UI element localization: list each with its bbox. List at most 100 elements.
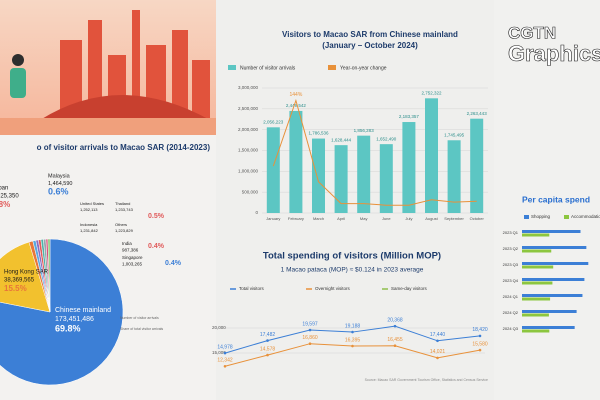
y-tick-label: 0 [255,210,258,215]
y-tick-label: 1,500,000 [238,148,259,153]
pie-value-label: 1,252,113 [80,207,98,212]
y-tick-label: 20,000 [212,325,226,330]
pie-slice [0,238,124,386]
chart-title: Per capita spend [522,194,590,204]
y-tick-label: 500,000 [242,189,259,194]
bar [357,135,371,213]
bar [522,313,549,317]
value-label: 16,455 [387,337,403,343]
pie-label: Thailand [115,201,130,206]
person-head [12,54,24,66]
bar-value-label: 1,652,490 [376,136,397,141]
legend-swatch [228,65,236,70]
chart-subtitle: 1 Macao pataca (MOP) ≈ $0.124 in 2023 av… [281,267,424,274]
pie-label: Malaysia [48,173,71,179]
pie-label: Singapore [122,255,143,260]
bar-value-label: 1,856,283 [354,128,375,133]
stadium [40,95,210,120]
y-tick-label: 2023 Q3 [503,262,519,267]
y-tick-label: 2024 Q3 [503,326,519,331]
bar [312,138,325,213]
value-label: 14,578 [260,346,276,352]
legend-label: Number of visitor arrivals [120,316,159,320]
bar-value-label: 2,752,322 [421,91,442,96]
x-tick-label: August [425,216,438,221]
bar-value-label: 1,745,495 [444,132,465,137]
bar [522,246,587,249]
value-label: 19,597 [302,321,318,327]
pie-value-label: 1,223,829 [115,228,134,233]
person-body [10,68,26,98]
bar [289,110,303,213]
pie-value-label: 1,233,743 [115,207,134,212]
x-tick-label: March [313,216,324,221]
line [272,98,477,206]
x-tick-label: January [266,216,280,221]
y-tick-label: 3,000,000 [238,85,259,90]
legend-label: Accommodation [571,214,600,219]
chart-subtitle: (January – October 2024) [322,41,418,50]
legend-label: Number of visitor arrivals [240,65,296,71]
pie-share-label: 0.8% [0,200,10,209]
pie-share-label: 0.6% [48,186,69,196]
bar [425,98,438,213]
y-tick-label: 2024 Q2 [503,310,519,315]
pie-share-label: 0.5% [148,213,165,220]
pie-share-label: 0.4% [148,243,165,250]
pie-label: Hong Kong SAR [4,270,49,276]
pie-value-label: 1,003,265 [122,262,143,267]
bar-value-label: 2,183,357 [399,114,420,119]
bar [447,140,461,213]
bar [522,329,550,333]
pie-share-label: 15.5% [4,284,27,293]
chart-title: Total spending of visitors (Million MOP) [263,251,441,262]
bar [334,145,348,213]
legend-label: Total visitors [239,286,265,291]
value-label: 20,368 [387,317,403,323]
line-value-label: 144% [290,92,303,98]
value-label: 16,395 [345,337,361,343]
line [224,343,481,367]
chart-title: Visitors to Macao SAR from Chinese mainl… [282,30,458,39]
value-label: 17,440 [430,332,446,338]
x-tick-label: February [288,216,304,221]
legend-label: Overnight visitors [315,286,351,291]
bar-value-label: 1,786,536 [308,131,329,136]
pie-value-label: 173,451,486 [55,316,94,323]
x-tick-label: April [337,216,345,221]
source-note: Source: Macao SAR Government Tourism Off… [365,378,488,382]
y-tick-label: 2023 Q2 [503,246,519,251]
value-label: 14,978 [217,344,233,350]
x-tick-label: September [444,216,464,221]
value-label: 14,021 [430,349,446,355]
bar [379,144,393,213]
value-label: 12,342 [217,358,233,364]
x-tick-label: July [405,216,412,221]
bar [522,278,585,281]
value-label: 18,420 [472,327,488,333]
logo: Graphics [508,41,600,66]
bar [522,265,554,269]
bar [522,310,577,313]
pie-share-label: 69.8% [55,323,81,333]
bar [522,249,552,253]
pie-label: Others [115,222,127,227]
pie-share-label: 0.4% [165,260,182,267]
bar [266,127,280,213]
pie-value-label: 1,464,590 [48,181,72,187]
legend-swatch [524,215,529,219]
bar [522,297,551,301]
bar [522,326,575,329]
bar [402,122,416,213]
x-tick-label: October [470,216,485,221]
bar [522,262,589,265]
y-tick-label: 2024 Q1 [503,294,519,299]
value-label: 15,580 [472,341,488,347]
bar-value-label: 2,263,443 [467,111,488,116]
legend-swatch [328,65,336,70]
logo: CGTN [508,23,556,42]
bar [470,118,484,213]
bar [522,281,553,285]
pie-label: Japan [0,186,8,192]
